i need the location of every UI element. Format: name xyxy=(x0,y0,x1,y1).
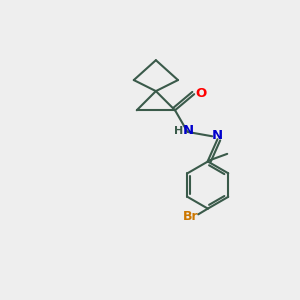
Text: Br: Br xyxy=(182,210,198,223)
Text: H: H xyxy=(174,126,183,136)
Text: O: O xyxy=(195,87,206,100)
Text: N: N xyxy=(212,129,223,142)
Text: N: N xyxy=(183,124,194,137)
